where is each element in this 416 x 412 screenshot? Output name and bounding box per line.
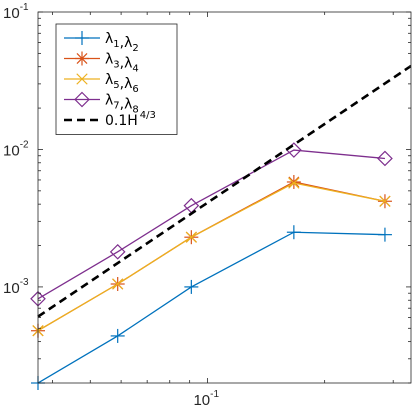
y-tick-label: 10-3 xyxy=(3,277,29,297)
series-3-point-4 xyxy=(288,177,300,189)
legend-label-3: λ5,λ6 xyxy=(105,72,139,95)
axes-box xyxy=(37,11,412,384)
series-4-point-2 xyxy=(109,243,126,260)
legend-label-1: λ1,λ2 xyxy=(105,31,139,54)
x-tick-label: 10-1 xyxy=(193,389,219,409)
legend-marker-1 xyxy=(75,31,89,45)
axes-layer: 10-3 10-2 10-1 10-1 xyxy=(3,2,412,409)
series-3-point-3 xyxy=(185,231,198,243)
series-1-point-5 xyxy=(377,227,392,242)
series-3-point-2 xyxy=(112,278,124,290)
series-2-point-4 xyxy=(286,174,301,189)
series-line-4 xyxy=(37,149,386,300)
series-1-point-2 xyxy=(110,328,125,343)
series-1-point-3 xyxy=(184,279,199,294)
y-tick-label: 10-1 xyxy=(3,2,29,22)
y-tick-label: 10-2 xyxy=(3,139,29,159)
legend-label-4: λ7,λ8 xyxy=(105,93,139,116)
legend-marker-2 xyxy=(75,51,89,66)
series-layer xyxy=(30,64,411,390)
legend-marker-3 xyxy=(76,73,88,85)
series-4-point-5 xyxy=(377,150,393,167)
series-1-point-4 xyxy=(286,225,301,240)
series-line-5 xyxy=(37,64,411,318)
legend-label-5: 0.1H 4/3 xyxy=(105,110,156,129)
series-3-point-5 xyxy=(379,195,391,207)
legend-label-2: λ3,λ4 xyxy=(105,52,139,75)
legend-marker-4 xyxy=(74,91,90,108)
